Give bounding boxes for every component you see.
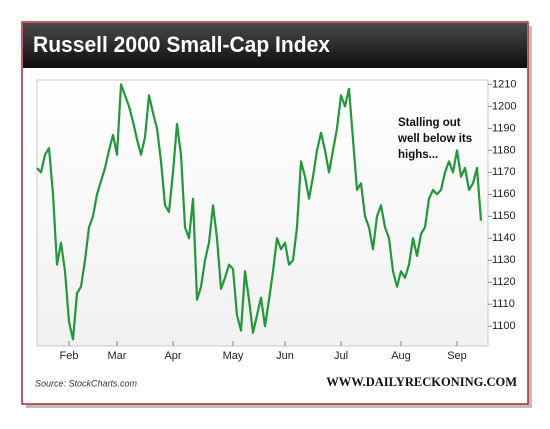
x-tick-label: Feb: [60, 350, 79, 362]
y-tick-label: 1180: [492, 144, 516, 156]
annotation: highs...: [398, 149, 438, 161]
x-tick-label: Jun: [276, 350, 294, 362]
source: Source: StockCharts.com: [35, 378, 138, 388]
y-tick-label: 1140: [492, 232, 516, 244]
y-tick-label: 1100: [492, 320, 516, 332]
annotation: well below its: [397, 133, 472, 145]
y-tick-label: 1170: [492, 166, 516, 178]
x-tick-label: Aug: [391, 350, 411, 362]
x-tick-label: Sep: [447, 350, 467, 362]
x-tick-label: Apr: [164, 350, 181, 362]
y-tick-label: 1190: [492, 122, 516, 134]
y-tick-label: 1110: [492, 298, 515, 310]
chart-title: Russell 2000 Small-Cap Index: [33, 32, 331, 57]
x-tick-label: Mar: [108, 350, 127, 362]
x-tick-label: May: [223, 350, 244, 362]
y-tick-label: 1130: [492, 254, 516, 266]
title-bar: [23, 23, 527, 68]
y-tick-label: 1210: [492, 78, 516, 90]
y-tick-label: 1120: [492, 276, 516, 288]
y-tick-label: 1160: [492, 188, 516, 200]
credit: WWW.DAILYRECKONING.COM: [326, 375, 517, 389]
y-tick-label: 1200: [492, 100, 516, 112]
y-tick-label: 1150: [492, 210, 516, 222]
annotation: Stalling out: [398, 117, 461, 129]
x-tick-label: Jul: [334, 350, 348, 362]
line: [36, 83, 483, 341]
